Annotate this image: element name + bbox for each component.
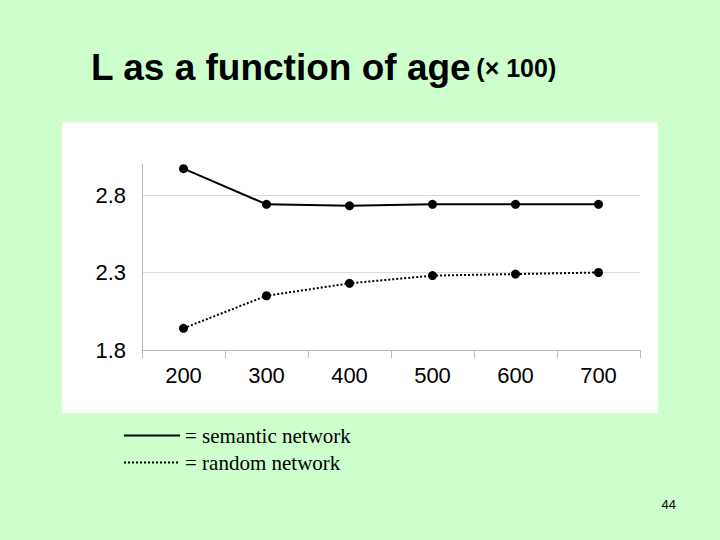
- svg-text:600: 600: [497, 363, 534, 388]
- svg-text:44: 44: [662, 497, 676, 512]
- svg-text:700: 700: [580, 363, 617, 388]
- svg-text:300: 300: [248, 363, 285, 388]
- svg-text:200: 200: [165, 363, 202, 388]
- svg-text:400: 400: [331, 363, 368, 388]
- svg-text:L as a function of age: L as a function of age: [91, 47, 471, 88]
- svg-text:1.8: 1.8: [95, 338, 126, 363]
- svg-text:500: 500: [414, 363, 451, 388]
- svg-text:= random network: = random network: [185, 451, 341, 475]
- svg-text:= semantic network: = semantic network: [185, 424, 351, 448]
- svg-text:2.3: 2.3: [95, 260, 126, 285]
- svg-text:2.8: 2.8: [95, 183, 126, 208]
- svg-text:(× 100): (× 100): [476, 54, 556, 82]
